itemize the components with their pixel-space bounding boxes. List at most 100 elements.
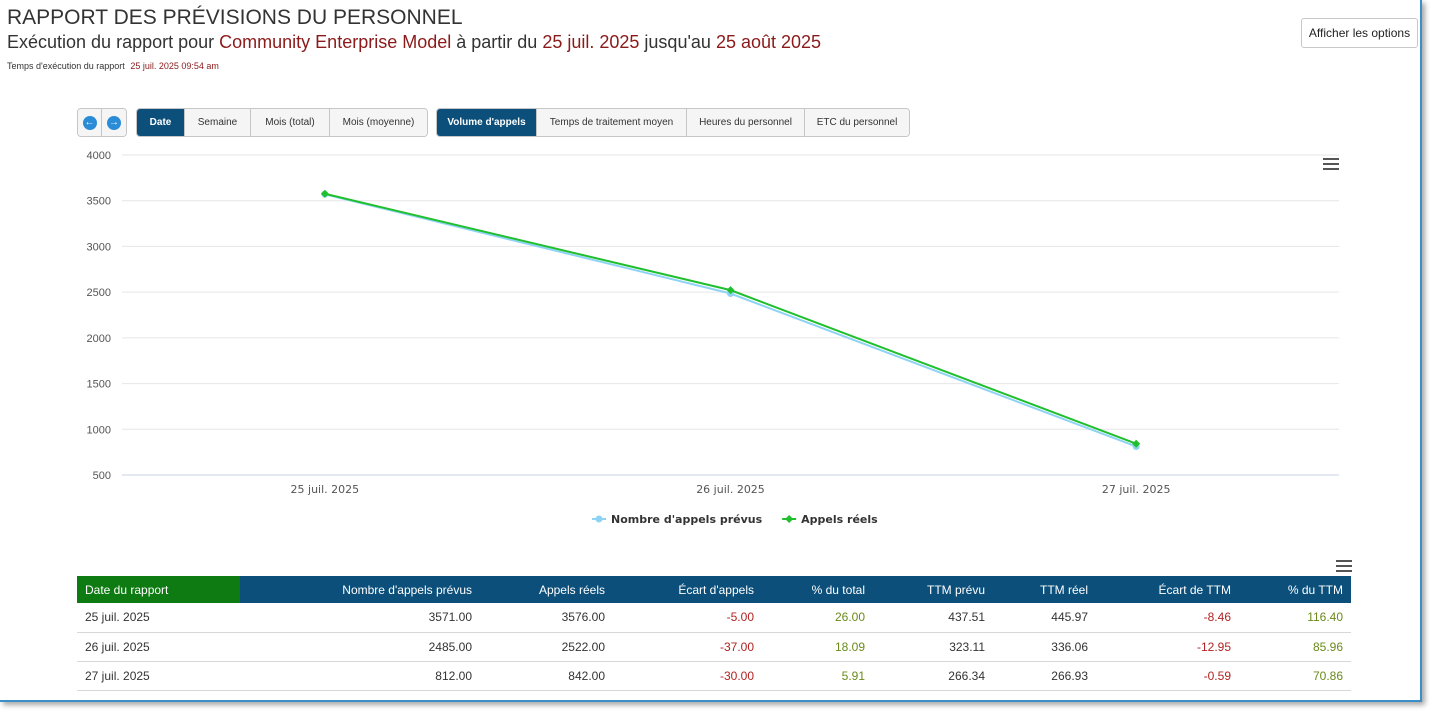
table-row: 25 juil. 2025 3571.00 3576.00 -5.00 26.0… — [77, 603, 1351, 633]
end-date: 25 août 2025 — [715, 32, 822, 52]
cell-aht-variance: -0.59 — [1096, 661, 1239, 691]
legend-label: Nombre d'appels prévus — [611, 513, 763, 526]
cell-actual-aht: 336.06 — [993, 632, 1096, 662]
date-nav-group: ← → — [77, 108, 127, 137]
data-point — [1132, 439, 1141, 448]
column-header[interactable]: Date du rapport — [77, 576, 240, 603]
table-row: 27 juil. 2025 812.00 842.00 -30.00 5.91 … — [77, 661, 1351, 691]
cell-forecast-calls: 3571.00 — [240, 603, 480, 633]
series-line — [324, 193, 1137, 448]
tab-label: ETC du personnel — [816, 117, 898, 128]
y-tick-label: 2000 — [87, 333, 111, 345]
y-tick-label: 4000 — [87, 150, 111, 162]
x-tick-label: 26 juil. 2025 — [696, 483, 765, 496]
metric-tab-group: Volume d'appels Temps de traitement moye… — [436, 108, 910, 137]
cell-date: 25 juil. 2025 — [77, 603, 240, 633]
x-tick-label: 27 juil. 2025 — [1102, 483, 1171, 496]
next-button[interactable]: → — [102, 109, 126, 136]
cell-actual-calls: 2522.00 — [480, 632, 613, 662]
cell-pct-total: 5.91 — [762, 661, 873, 691]
report-frame: RAPPORT DES PRÉVISIONS DU PERSONNEL Exéc… — [0, 0, 1422, 702]
y-tick-label: 2500 — [87, 287, 111, 299]
tab-staff-fte[interactable]: ETC du personnel — [805, 109, 909, 136]
cell-actual-calls: 842.00 — [480, 661, 613, 691]
subtitle-from: à partir du — [456, 32, 538, 52]
cell-call-variance: -37.00 — [613, 632, 762, 662]
tab-label: Mois (total) — [265, 117, 315, 128]
column-header[interactable]: TTM prévu — [873, 576, 993, 603]
show-options-button[interactable]: Afficher les options — [1301, 18, 1418, 48]
column-header[interactable]: Nombre d'appels prévus — [240, 576, 480, 603]
cell-pct-total: 26.00 — [762, 603, 873, 633]
tab-label: Volume d'appels — [447, 117, 526, 128]
column-header[interactable]: Écart de TTM — [1096, 576, 1239, 603]
tab-staff-hours[interactable]: Heures du personnel — [687, 109, 805, 136]
series-line — [324, 192, 1137, 445]
cell-forecast-aht: 266.34 — [873, 661, 993, 691]
table-menu-icon[interactable] — [1336, 560, 1352, 574]
previous-button[interactable]: ← — [78, 109, 102, 136]
entity-name: Community Enterprise Model — [219, 32, 452, 52]
report-subtitle: Exécution du rapport pour Community Ente… — [7, 32, 821, 53]
table-header-row: Date du rapport Nombre d'appels prévus A… — [77, 576, 1351, 603]
subtitle-to: jusqu'au — [644, 32, 711, 52]
tab-call-volume[interactable]: Volume d'appels — [437, 109, 537, 136]
cell-forecast-calls: 2485.00 — [240, 632, 480, 662]
legend-label: Appels réels — [801, 513, 878, 526]
tab-date[interactable]: Date — [137, 109, 185, 136]
call-volume-chart: 500 1000 1500 2000 2500 3000 3500 4000 25 juil. … — [87, 150, 1339, 526]
tab-month-average[interactable]: Mois (moyenne) — [330, 109, 427, 136]
x-tick-label: 25 juil. 2025 — [291, 483, 360, 496]
cell-forecast-aht: 437.51 — [873, 603, 993, 633]
tab-label: Temps de traitement moyen — [549, 117, 674, 128]
column-header[interactable]: Écart d'appels — [613, 576, 762, 603]
arrow-right-circle-icon: → — [107, 115, 121, 130]
column-header[interactable]: % du TTM — [1239, 576, 1351, 603]
cell-pct-aht: 116.40 — [1239, 603, 1351, 633]
cell-aht-variance: -12.95 — [1096, 632, 1239, 662]
tab-label: Heures du personnel — [699, 117, 792, 128]
column-header[interactable]: Appels réels — [480, 576, 613, 603]
runtime-line: Temps d'exécution du rapport 25 juil. 20… — [7, 61, 219, 71]
start-date: 25 juil. 2025 — [542, 32, 640, 52]
y-tick-label: 1500 — [87, 379, 111, 391]
tab-average-handle-time[interactable]: Temps de traitement moyen — [537, 109, 687, 136]
tab-label: Mois (moyenne) — [342, 117, 415, 128]
cell-call-variance: -30.00 — [613, 661, 762, 691]
data-point — [726, 286, 735, 295]
forecast-table: Date du rapport Nombre d'appels prévus A… — [77, 576, 1351, 691]
y-tick-label: 3000 — [87, 241, 111, 253]
tab-week[interactable]: Semaine — [185, 109, 251, 136]
cell-date: 27 juil. 2025 — [77, 661, 240, 691]
cell-pct-aht: 70.86 — [1239, 661, 1351, 691]
tab-label: Semaine — [197, 117, 238, 128]
cell-actual-calls: 3576.00 — [480, 603, 613, 633]
legend-marker — [785, 515, 794, 523]
chart-menu-icon[interactable] — [1323, 158, 1339, 172]
cell-call-variance: -5.00 — [613, 603, 762, 633]
cell-forecast-aht: 323.11 — [873, 632, 993, 662]
arrow-left-circle-icon: ← — [82, 115, 97, 130]
cell-aht-variance: -8.46 — [1096, 603, 1239, 633]
cell-actual-aht: 445.97 — [993, 603, 1096, 633]
cell-date: 26 juil. 2025 — [77, 632, 240, 662]
runtime-value: 25 juil. 2025 09:54 am — [130, 61, 219, 71]
legend-marker — [595, 515, 603, 523]
tab-month-total[interactable]: Mois (total) — [251, 109, 330, 136]
column-header[interactable]: TTM réel — [993, 576, 1096, 603]
y-tick-label: 500 — [93, 470, 111, 482]
cell-pct-total: 18.09 — [762, 632, 873, 662]
table-row: 26 juil. 2025 2485.00 2522.00 -37.00 18.… — [77, 632, 1351, 662]
period-tab-group: Date Semaine Mois (total) Mois (moyenne) — [136, 108, 428, 137]
runtime-label: Temps d'exécution du rapport — [7, 61, 125, 71]
y-tick-label: 3500 — [87, 196, 111, 208]
page-title: RAPPORT DES PRÉVISIONS DU PERSONNEL — [7, 6, 463, 29]
y-tick-label: 1000 — [87, 424, 111, 436]
cell-actual-aht: 266.93 — [993, 661, 1096, 691]
subtitle-prefix: Exécution du rapport pour — [7, 32, 215, 52]
cell-forecast-calls: 812.00 — [240, 661, 480, 691]
cell-pct-aht: 85.96 — [1239, 632, 1351, 662]
tab-label: Date — [149, 117, 172, 128]
column-header[interactable]: % du total — [762, 576, 873, 603]
data-point — [320, 189, 329, 198]
